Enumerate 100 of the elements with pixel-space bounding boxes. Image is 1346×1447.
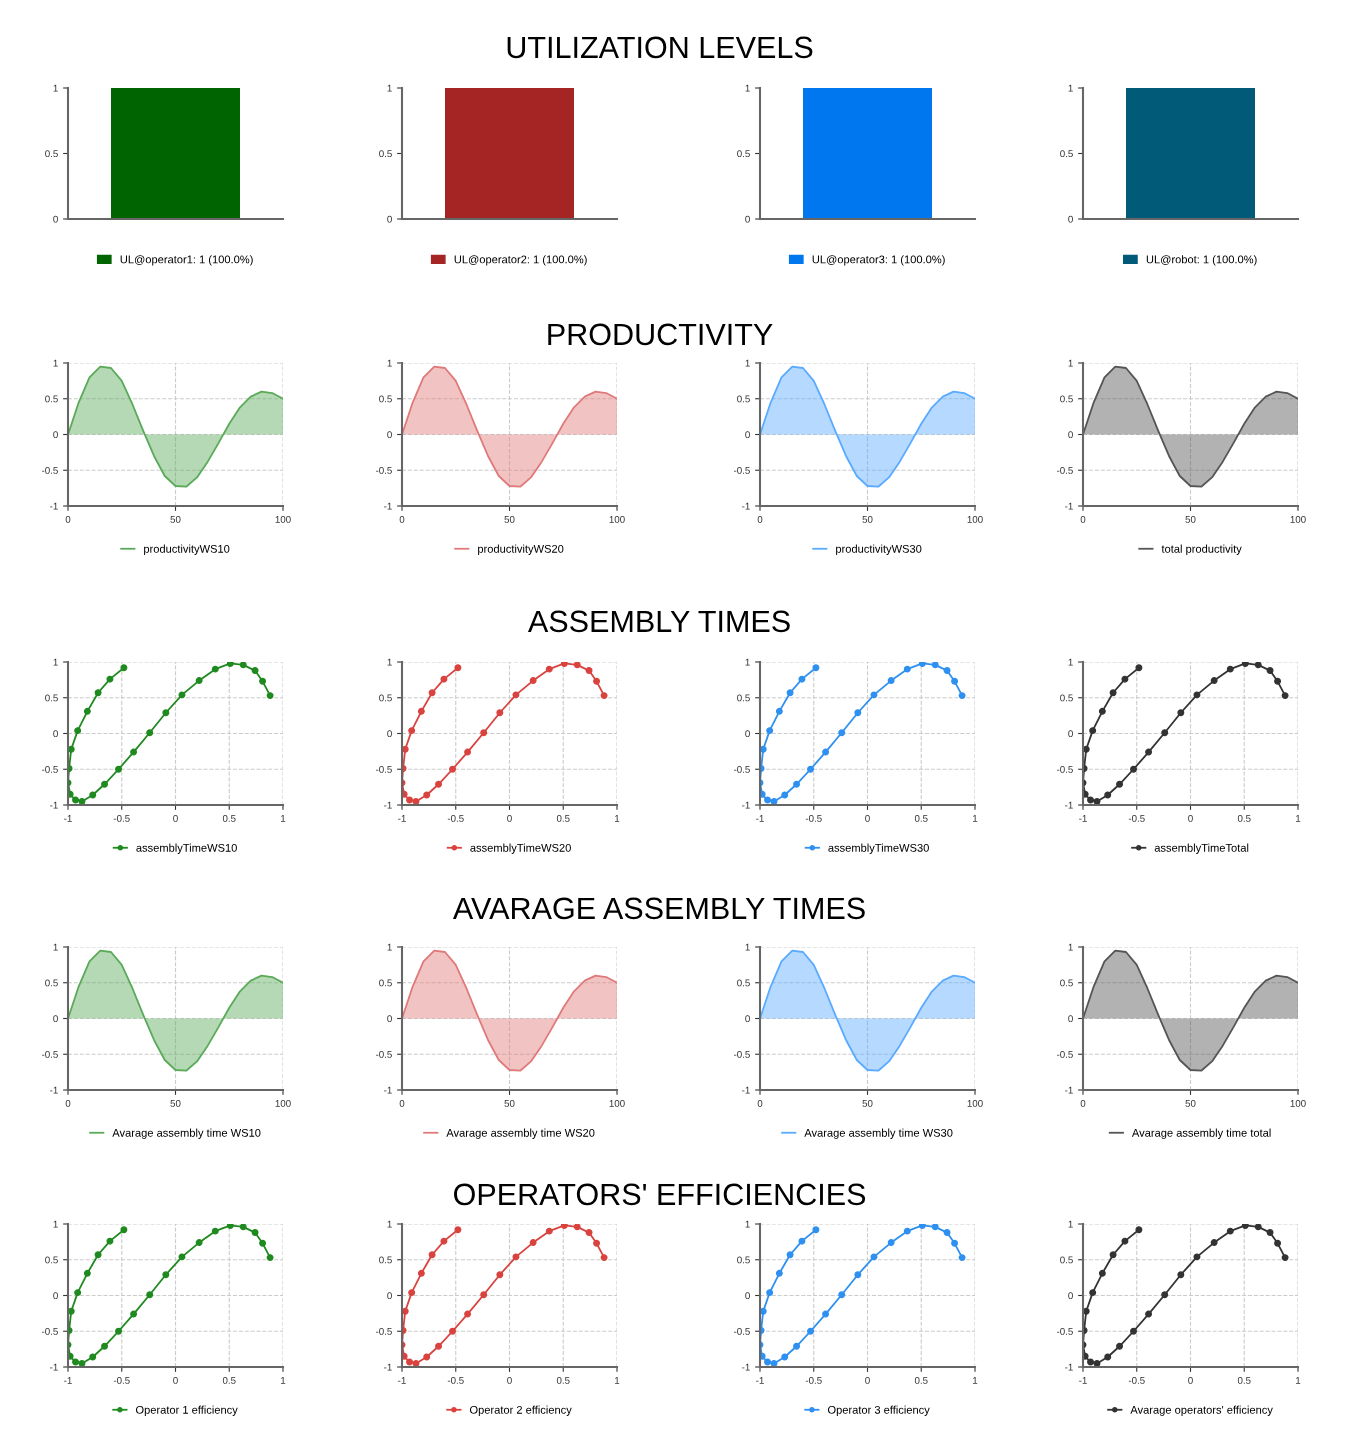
y-tick-label: 0.5	[45, 694, 58, 702]
x-tick-label: 50	[504, 515, 515, 523]
y-tick-label: 0	[1068, 1292, 1073, 1300]
y-tick-label: -1	[384, 1086, 392, 1094]
x-tick-label: 1	[615, 815, 620, 822]
legend-label: productivityWS20	[478, 544, 564, 555]
y-tick-label: 0.5	[1060, 150, 1073, 158]
legend-label: Avarage operators' efficiency	[1130, 1405, 1273, 1416]
y-tick-label: 0.5	[737, 979, 750, 987]
y-tick-label: 1	[53, 359, 58, 367]
legend-label: UL@operator2: 1 (100.0%)	[454, 255, 587, 266]
y-tick-label: -1	[742, 1363, 750, 1371]
y-tick-label: 0	[53, 215, 58, 223]
x-tick-label: 50	[170, 1099, 181, 1107]
x-tick-label: 0	[173, 814, 178, 822]
x-tick-label: 0	[757, 515, 763, 523]
y-tick-label: 1	[745, 658, 750, 666]
y-tick-label: -1	[50, 1363, 58, 1371]
y-tick-label: 1	[53, 943, 58, 951]
x-tick-label: 0	[507, 814, 512, 822]
x-tick-label: 1	[615, 1377, 620, 1384]
y-tick-label: 1	[53, 658, 58, 666]
y-tick-label: 0	[745, 215, 750, 223]
legend-label: assemblyTimeWS10	[136, 843, 237, 854]
x-tick-label: -1	[1079, 815, 1087, 822]
x-tick-label: 1	[973, 1377, 978, 1384]
x-tick-label: 0	[173, 1376, 178, 1384]
y-tick-label: 0	[53, 431, 58, 439]
y-tick-label: -0.5	[375, 1327, 392, 1335]
y-tick-label: -1	[50, 502, 58, 510]
y-tick-label: 0	[387, 1292, 392, 1300]
x-tick-label: 50	[504, 1099, 515, 1107]
y-tick-label: 0	[745, 431, 750, 439]
x-tick-label: 100	[967, 1099, 983, 1107]
x-tick-label: -1	[1079, 1377, 1087, 1384]
y-tick-label: 0.5	[1060, 395, 1073, 403]
x-tick-label: 100	[275, 515, 291, 523]
y-tick-label: 0	[53, 1015, 58, 1023]
y-tick-label: 0	[1068, 431, 1073, 439]
y-tick-label: 0.5	[379, 1256, 392, 1264]
legend-label: assemblyTimeTotal	[1154, 843, 1249, 854]
x-tick-label: 0	[865, 1376, 870, 1384]
y-tick-label: -0.5	[1056, 1050, 1073, 1058]
legend-label: Avarage assembly time WS20	[446, 1128, 595, 1139]
y-tick-label: 0	[387, 1015, 392, 1023]
x-tick-label: 0.5	[556, 1376, 570, 1384]
x-tick-label: 0	[757, 1099, 763, 1107]
x-tick-label: 0.5	[914, 814, 928, 822]
y-tick-label: 1	[745, 1220, 750, 1228]
x-tick-label: -0.5	[1128, 814, 1145, 822]
y-tick-label: 1	[53, 1220, 58, 1228]
x-tick-label: -0.5	[113, 814, 130, 822]
y-tick-label: 1	[387, 658, 392, 666]
legend-label: assemblyTimeWS20	[470, 843, 571, 854]
y-tick-label: -0.5	[375, 765, 392, 773]
x-tick-label: -0.5	[1128, 1376, 1145, 1384]
x-tick-label: -1	[398, 1377, 406, 1384]
y-tick-label: -0.5	[1056, 765, 1073, 773]
y-tick-label: -0.5	[733, 466, 750, 474]
y-tick-label: 0	[745, 1015, 750, 1023]
x-tick-label: 0	[507, 1376, 512, 1384]
y-tick-label: 0.5	[1060, 1256, 1073, 1264]
y-tick-label: 1	[1068, 359, 1073, 367]
y-tick-label: -1	[1065, 1086, 1073, 1094]
legend-label: UL@operator1: 1 (100.0%)	[120, 255, 253, 266]
y-tick-label: 0.5	[1060, 694, 1073, 702]
x-tick-label: -0.5	[805, 814, 822, 822]
chart-title: AVARAGE ASSEMBLY TIMES	[452, 897, 865, 920]
x-tick-label: 0	[399, 1099, 405, 1107]
y-tick-label: 1	[1068, 658, 1073, 666]
y-tick-label: -0.5	[1056, 1327, 1073, 1335]
y-tick-label: 0.5	[45, 979, 58, 987]
x-tick-label: 100	[275, 1099, 291, 1107]
y-tick-label: -0.5	[733, 765, 750, 773]
y-tick-label: -1	[1065, 502, 1073, 510]
x-tick-label: -1	[398, 815, 406, 822]
y-tick-label: -1	[384, 1363, 392, 1371]
legend-label: UL@robot: 1 (100.0%)	[1146, 255, 1257, 266]
y-tick-label: 0.5	[45, 395, 58, 403]
y-tick-label: 0	[1068, 730, 1073, 738]
y-tick-label: -0.5	[733, 1050, 750, 1058]
y-tick-label: -0.5	[41, 765, 58, 773]
y-tick-label: -1	[50, 801, 58, 809]
y-tick-label: 0.5	[737, 150, 750, 158]
legend-label: Avarage assembly time WS30	[804, 1128, 953, 1139]
y-tick-label: 0.5	[45, 150, 58, 158]
x-tick-label: -0.5	[447, 814, 464, 822]
chart-title: PRODUCTIVITY	[548, 323, 773, 346]
y-tick-label: 1	[1068, 943, 1073, 951]
x-tick-label: 0.5	[1237, 1376, 1251, 1384]
legend-label: Operator 1 efficiency	[135, 1405, 238, 1416]
x-tick-label: 1	[1296, 815, 1301, 822]
legend-label: Operator 3 efficiency	[827, 1405, 930, 1416]
y-tick-label: 1	[387, 943, 392, 951]
x-tick-label: 0	[399, 515, 405, 523]
y-tick-label: 1	[387, 84, 392, 92]
x-tick-label: 1	[281, 815, 286, 822]
x-tick-label: 100	[1290, 1099, 1306, 1107]
legend-label: productivityWS30	[836, 544, 922, 555]
x-tick-label: 0	[1080, 515, 1086, 523]
